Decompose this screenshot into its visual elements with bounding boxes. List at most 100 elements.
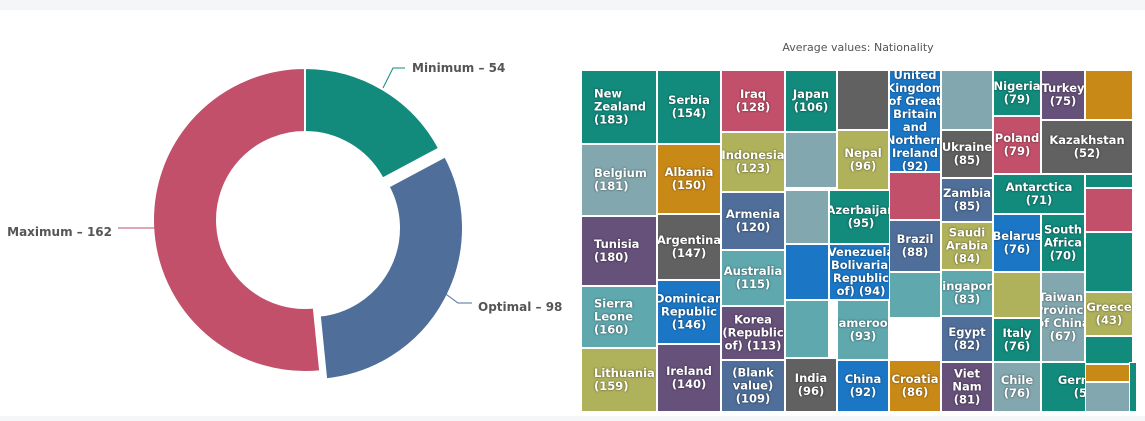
treemap-cell-label: South Africa (70) (1043, 222, 1083, 263)
treemap-cell[interactable]: Azerbaijan (95) (829, 190, 893, 244)
treemap-cell[interactable]: Croatia (86) (889, 360, 941, 412)
treemap-cell[interactable]: Venezuela (Bolivarian Republic of) (94) (829, 244, 893, 300)
treemap-cell-label: Japan (106) (792, 87, 830, 114)
treemap-cell[interactable]: United Kingdom of Great Britain and Nort… (889, 70, 941, 172)
treemap-cell[interactable] (993, 272, 1041, 318)
treemap-cell[interactable]: Zambia (85) (941, 178, 993, 222)
treemap-cell[interactable]: Albania (150) (657, 144, 721, 214)
treemap-cell[interactable]: Italy (76) (993, 318, 1041, 362)
treemap-cell-label: India (96) (794, 371, 828, 398)
treemap-cell[interactable]: Nepal (96) (837, 130, 889, 190)
treemap-cell-label: Greece (43) (1086, 300, 1132, 327)
treemap-cell[interactable] (837, 70, 889, 130)
treemap-cell[interactable]: Chile (76) (993, 362, 1041, 412)
treemap-cell-label: Cameroon (93) (838, 316, 888, 343)
treemap-cell[interactable]: Taiwan, Province of China (67) (1041, 272, 1085, 362)
treemap-cell-label: Italy (76) (1002, 326, 1032, 353)
treemap-cell[interactable] (1085, 188, 1133, 232)
treemap-cell-label: Kazakhstan (52) (1049, 133, 1125, 160)
treemap-cell-label: Singapore (83) (942, 279, 993, 306)
treemap-cell[interactable]: Belarus (76) (993, 214, 1041, 272)
treemap-cell[interactable] (785, 190, 829, 244)
treemap-cell[interactable]: Brazil (88) (889, 220, 941, 272)
treemap-cell[interactable]: Korea (Republic of) (113) (721, 306, 785, 360)
treemap-cell[interactable] (1085, 336, 1133, 364)
donut-chart: Minimum – 54 Optimal – 98 Maximum – 162 (7, 61, 562, 381)
treemap-cell[interactable]: Iraq (128) (721, 70, 785, 132)
treemap-cell-label: Antarctica (71) (1005, 180, 1073, 207)
treemap-cell[interactable]: China (92) (837, 360, 889, 412)
treemap-cell[interactable] (1085, 70, 1133, 120)
treemap-cell[interactable]: Egypt (82) (941, 316, 993, 362)
treemap-cell[interactable]: Saudi Arabia (84) (941, 222, 993, 270)
treemap-cell[interactable]: Singapore (83) (941, 270, 993, 316)
treemap-cell[interactable]: Lithuania (159) (581, 348, 657, 412)
treemap-cell[interactable]: South Africa (70) (1041, 214, 1085, 272)
donut-label-minimum: Minimum – 54 (412, 61, 505, 75)
treemap-cell-label: United Kingdom of Great Britain and Nort… (889, 70, 941, 172)
donut-slice-minimum[interactable] (304, 66, 441, 180)
treemap-cell-label: Egypt (82) (948, 325, 986, 352)
treemap-cell-label: Armenia (120) (725, 207, 781, 234)
treemap-cell-label: Serbia (154) (668, 93, 710, 120)
treemap-cell[interactable]: Turkey (75) (1041, 70, 1085, 120)
treemap-cell[interactable]: Sierra Leone (160) (581, 286, 657, 348)
treemap-cell-label: Viet Nam (81) (952, 366, 982, 407)
treemap-cell[interactable]: Australia (115) (721, 250, 785, 306)
treemap-cell[interactable]: Viet Nam (81) (941, 362, 993, 412)
treemap-cell[interactable] (941, 70, 993, 130)
treemap-cell-label: Iraq (128) (735, 87, 771, 114)
treemap-cell-label: Korea (Republic of) (113) (722, 312, 784, 353)
treemap-cell[interactable]: Armenia (120) (721, 192, 785, 250)
treemap-cell[interactable]: Argentina (147) (657, 214, 721, 280)
treemap-chart: New Zealand (183) Belgium (181) Tunisia (1… (581, 70, 1137, 412)
treemap-cell[interactable]: Ireland (140) (657, 344, 721, 412)
treemap-cell[interactable] (1085, 364, 1133, 382)
donut-label-maximum: Maximum – 162 (7, 225, 112, 239)
treemap-cell[interactable]: Antarctica (71) (993, 174, 1085, 214)
treemap-cell-label: Albania (150) (664, 165, 714, 192)
treemap-cell[interactable] (889, 272, 941, 318)
treemap-cell[interactable]: Tunisia (180) (581, 216, 657, 286)
treemap-title: Average values: Nationality (782, 41, 934, 54)
treemap-cell[interactable] (1085, 382, 1133, 412)
donut-connector-minimum (382, 67, 405, 89)
donut-label-optimal: Optimal – 98 (478, 300, 562, 314)
treemap-cell[interactable] (1085, 232, 1133, 292)
treemap-cell[interactable] (1085, 174, 1133, 188)
treemap-cell-label: Venezuela (Bolivarian Republic of) (94) (829, 245, 893, 298)
treemap-cell[interactable]: Cameroon (93) (837, 300, 889, 360)
treemap-cell[interactable]: Dominican Republic (146) (657, 280, 721, 344)
treemap-cell-label: Ireland (140) (666, 364, 712, 391)
treemap-cell[interactable] (785, 300, 829, 358)
treemap-cell-label: Saudi Arabia (84) (945, 225, 989, 266)
treemap-cell-label: Australia (115) (723, 264, 783, 291)
donut-connector-optimal (442, 291, 472, 304)
treemap-cell[interactable]: India (96) (785, 358, 837, 412)
treemap-cell[interactable] (785, 244, 829, 300)
treemap-cell[interactable] (889, 172, 941, 220)
treemap-cell[interactable]: New Zealand (183) (581, 70, 657, 144)
donut-slice-optimal[interactable] (318, 155, 464, 381)
treemap-cell[interactable]: Kazakhstan (52) (1041, 120, 1133, 174)
treemap-cell[interactable]: Ukraine (85) (941, 130, 993, 178)
treemap-cell[interactable]: Poland (79) (993, 116, 1041, 174)
treemap-cell-label: Brazil (88) (896, 232, 934, 259)
treemap-cell[interactable]: Indonesia (123) (721, 132, 785, 192)
treemap-cell-label: Sierra Leone (160) (594, 296, 634, 337)
treemap-cell-label: Azerbaijan (95) (829, 203, 893, 230)
treemap-cell-label: Dominican Republic (146) (657, 291, 721, 332)
treemap-cell[interactable] (785, 132, 837, 188)
treemap-cell-label: Poland (79) (994, 131, 1040, 158)
donut-slice-maximum[interactable] (152, 66, 322, 373)
treemap-cell[interactable]: (Blank value) (109) (721, 360, 785, 412)
treemap-cell-label: Turkey (75) (1041, 81, 1085, 108)
treemap-cell-label: China (92) (844, 372, 882, 399)
treemap-cell[interactable]: Belgium (181) (581, 144, 657, 216)
treemap-cell[interactable]: Greece (43) (1085, 292, 1133, 336)
treemap-cell-label: Belarus (76) (993, 229, 1041, 256)
treemap-cell[interactable] (1129, 362, 1137, 412)
treemap-cell[interactable]: Nigeria (79) (993, 70, 1041, 116)
treemap-cell[interactable]: Serbia (154) (657, 70, 721, 144)
treemap-cell[interactable]: Japan (106) (785, 70, 837, 132)
